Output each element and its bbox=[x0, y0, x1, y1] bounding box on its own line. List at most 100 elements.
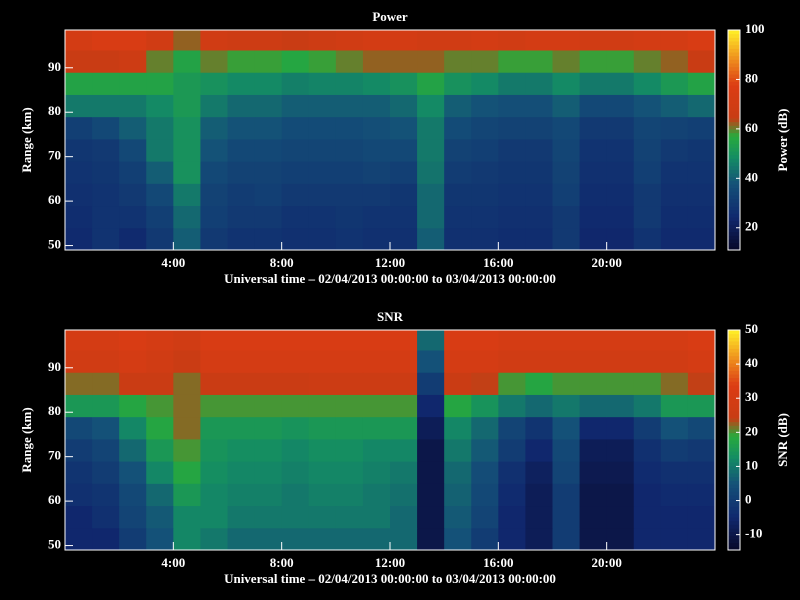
cell bbox=[471, 416, 499, 440]
cell bbox=[390, 30, 418, 51]
cell bbox=[362, 527, 391, 550]
cell bbox=[471, 350, 499, 373]
cell bbox=[227, 183, 256, 207]
cell bbox=[254, 138, 283, 162]
cell bbox=[417, 72, 445, 95]
cell bbox=[119, 330, 147, 351]
cell bbox=[390, 330, 418, 351]
cell bbox=[633, 50, 662, 73]
cell bbox=[146, 116, 174, 140]
cell bbox=[119, 527, 147, 550]
cell bbox=[660, 372, 689, 395]
cell bbox=[498, 161, 526, 184]
cell bbox=[660, 416, 689, 440]
cell bbox=[92, 350, 120, 373]
cell bbox=[281, 30, 310, 51]
cell bbox=[200, 527, 228, 550]
cell bbox=[119, 183, 147, 207]
cell bbox=[687, 94, 715, 118]
cell bbox=[687, 505, 715, 529]
cell bbox=[362, 116, 391, 140]
cell bbox=[281, 116, 310, 140]
cell bbox=[498, 394, 526, 418]
cell bbox=[335, 350, 364, 373]
cell bbox=[444, 461, 472, 484]
cell bbox=[606, 183, 635, 207]
cell bbox=[660, 94, 689, 118]
cell bbox=[254, 330, 283, 351]
cell bbox=[119, 416, 147, 440]
cell bbox=[444, 94, 472, 118]
cell bbox=[281, 94, 310, 118]
cell bbox=[552, 330, 581, 351]
cell bbox=[335, 483, 364, 507]
cell bbox=[308, 372, 337, 395]
cell bbox=[525, 205, 553, 229]
cell bbox=[444, 394, 472, 418]
cell bbox=[335, 438, 364, 462]
cell bbox=[254, 527, 283, 550]
cell bbox=[471, 116, 499, 140]
x-tick-label: 12:00 bbox=[375, 555, 405, 570]
cell bbox=[335, 30, 364, 51]
cell bbox=[335, 527, 364, 550]
cell bbox=[281, 330, 310, 351]
cell bbox=[660, 394, 689, 418]
cell bbox=[633, 138, 662, 162]
cell bbox=[362, 205, 391, 229]
cell bbox=[525, 372, 553, 395]
cell bbox=[227, 505, 256, 529]
cell bbox=[335, 372, 364, 395]
cell bbox=[579, 350, 608, 373]
cell bbox=[227, 416, 256, 440]
cell bbox=[92, 483, 120, 507]
cell bbox=[173, 461, 201, 484]
cell bbox=[308, 205, 337, 229]
cell bbox=[579, 138, 608, 162]
cell bbox=[146, 50, 174, 73]
cell bbox=[444, 227, 472, 250]
colorbar-tick-label: 40 bbox=[745, 355, 758, 370]
cell bbox=[200, 161, 228, 184]
cell bbox=[660, 138, 689, 162]
cell bbox=[552, 94, 581, 118]
cell bbox=[579, 50, 608, 73]
cell bbox=[579, 183, 608, 207]
cell bbox=[308, 330, 337, 351]
cell bbox=[417, 461, 445, 484]
cell bbox=[606, 161, 635, 184]
cell bbox=[579, 394, 608, 418]
cell bbox=[660, 116, 689, 140]
cell bbox=[498, 416, 526, 440]
cell bbox=[254, 94, 283, 118]
cell bbox=[606, 416, 635, 440]
cell bbox=[65, 416, 93, 440]
cell bbox=[227, 394, 256, 418]
cell bbox=[281, 227, 310, 250]
cell bbox=[498, 116, 526, 140]
cell bbox=[525, 227, 553, 250]
cell bbox=[200, 50, 228, 73]
cell bbox=[362, 330, 391, 351]
cell bbox=[92, 527, 120, 550]
cell bbox=[146, 461, 174, 484]
cell bbox=[417, 416, 445, 440]
y-tick-label: 90 bbox=[48, 359, 61, 374]
colorbar bbox=[728, 330, 740, 551]
cell bbox=[146, 416, 174, 440]
cell bbox=[146, 227, 174, 250]
cell bbox=[281, 138, 310, 162]
cell bbox=[227, 227, 256, 250]
cell bbox=[444, 330, 472, 351]
cell bbox=[92, 50, 120, 73]
cell bbox=[417, 505, 445, 529]
cell bbox=[227, 350, 256, 373]
cell bbox=[335, 227, 364, 250]
cell bbox=[444, 72, 472, 95]
cell bbox=[281, 161, 310, 184]
cell bbox=[335, 161, 364, 184]
cell bbox=[146, 438, 174, 462]
cell bbox=[173, 94, 201, 118]
cell bbox=[146, 183, 174, 207]
